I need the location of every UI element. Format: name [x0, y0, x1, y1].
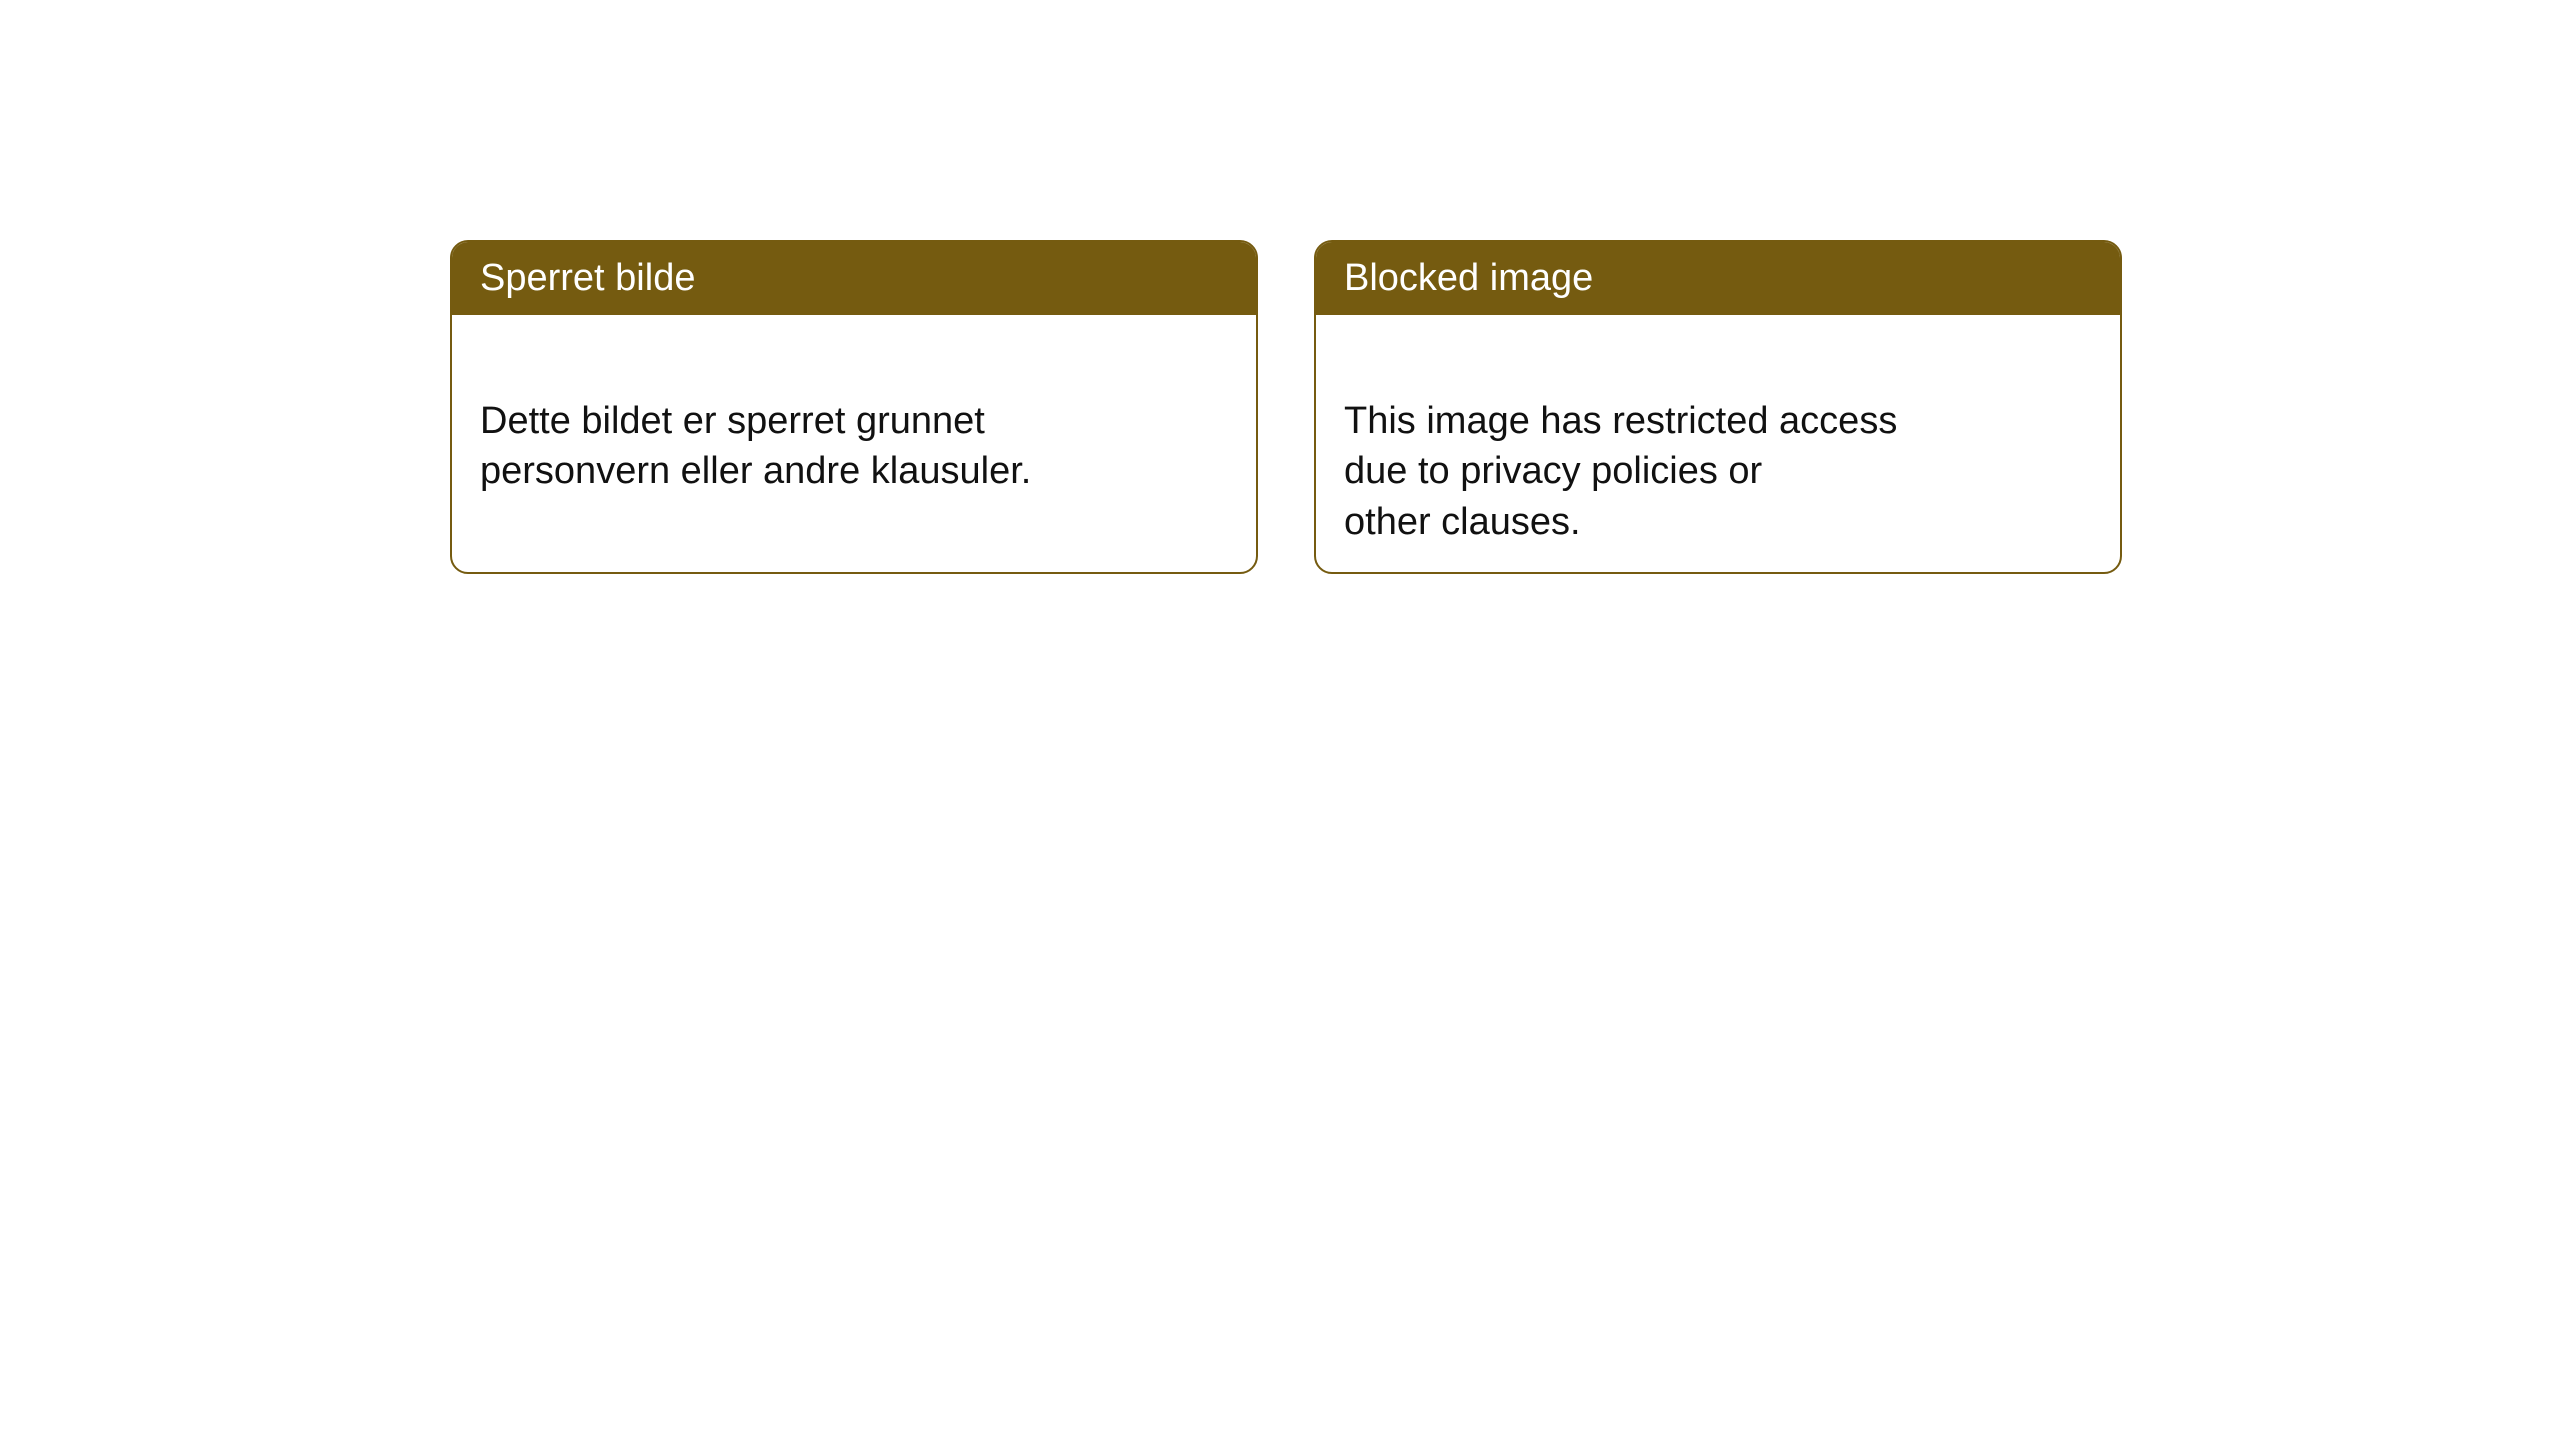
notice-card-text: This image has restricted access due to …: [1344, 400, 1897, 543]
notice-container: Sperret bilde Dette bildet er sperret gr…: [0, 0, 2560, 574]
notice-card-text: Dette bildet er sperret grunnet personve…: [480, 400, 1031, 493]
notice-card-en: Blocked image This image has restricted …: [1314, 240, 2122, 574]
notice-card-body: This image has restricted access due to …: [1316, 315, 2120, 574]
notice-card-header: Sperret bilde: [452, 242, 1256, 315]
notice-card-header: Blocked image: [1316, 242, 2120, 315]
notice-card-body: Dette bildet er sperret grunnet personve…: [452, 315, 1256, 527]
notice-card-title: Sperret bilde: [480, 257, 695, 299]
notice-card-title: Blocked image: [1344, 257, 1593, 299]
notice-card-no: Sperret bilde Dette bildet er sperret gr…: [450, 240, 1258, 574]
